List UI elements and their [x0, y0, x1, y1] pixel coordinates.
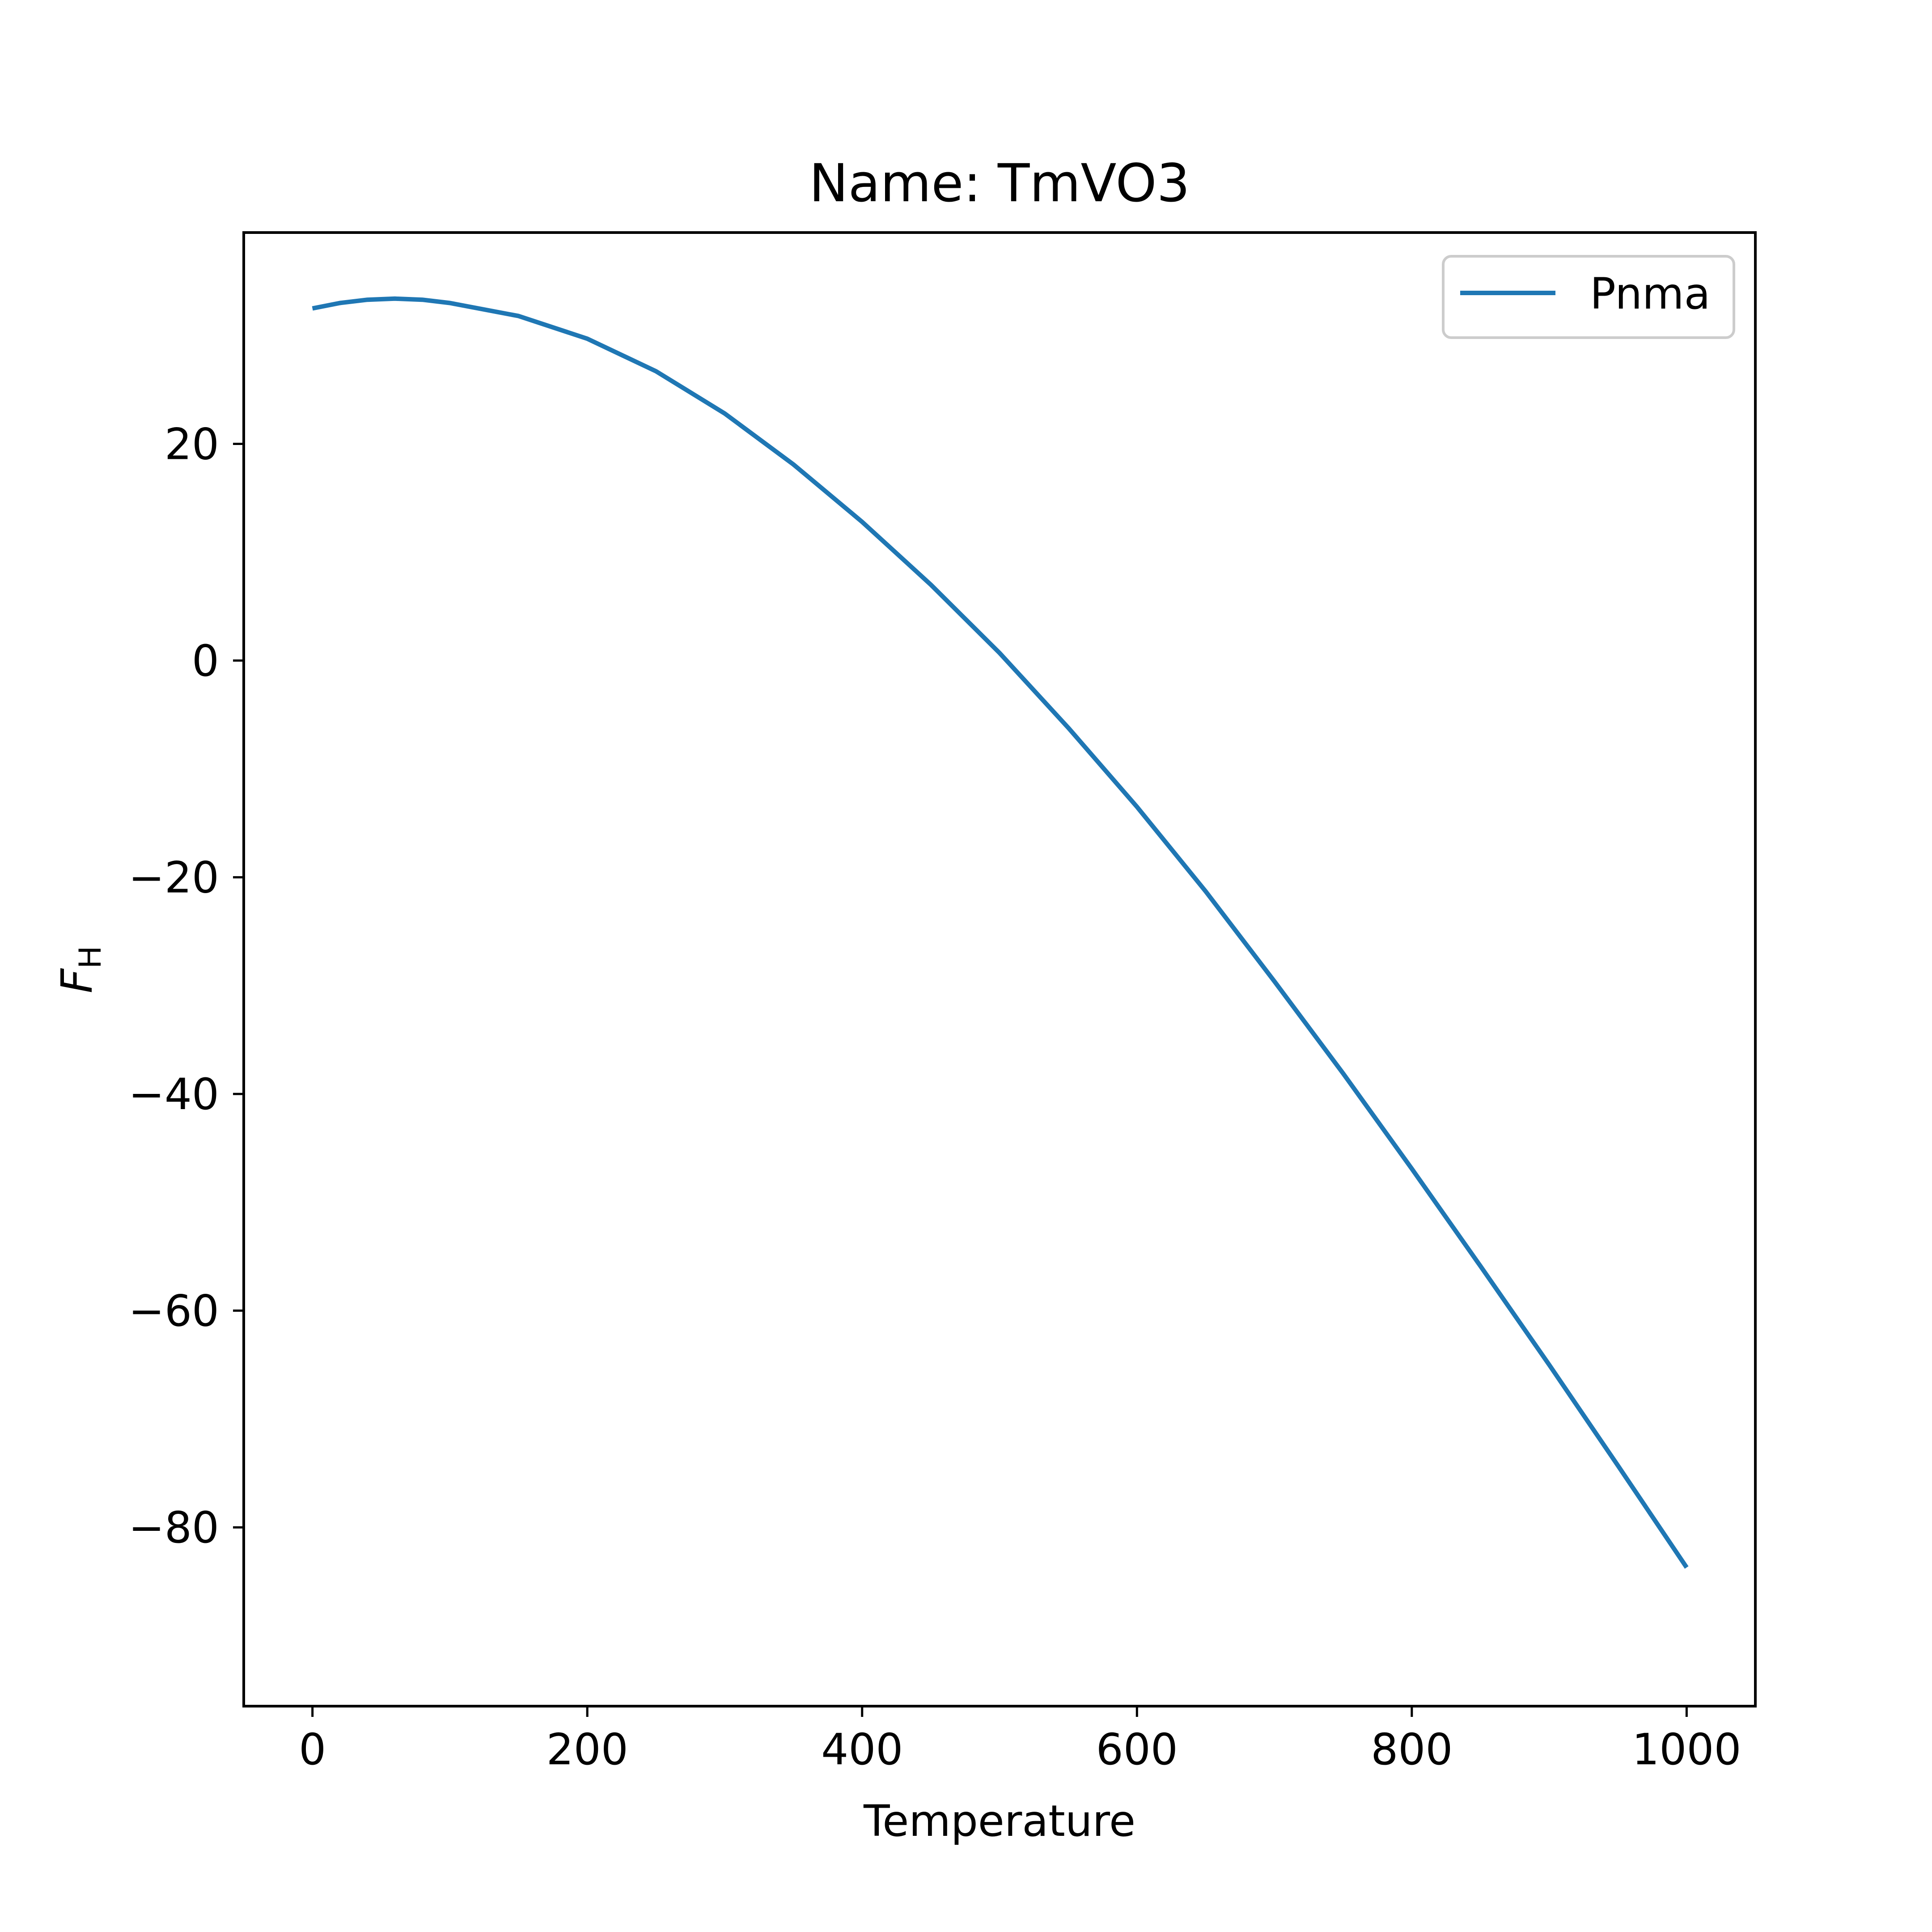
x-tick-label: 800 — [1371, 1724, 1453, 1775]
x-tick-label: 400 — [821, 1724, 903, 1775]
x-tick-label: 0 — [299, 1724, 326, 1775]
y-axis-label: FH — [52, 946, 108, 993]
y-axis-label-subscript: H — [73, 946, 108, 969]
y-tick-label: 0 — [192, 636, 219, 686]
y-tick-label: −20 — [128, 853, 219, 903]
x-axis-label: Temperature — [863, 1796, 1135, 1846]
y-tick-label: −80 — [128, 1503, 219, 1553]
axes-frame — [242, 231, 1757, 1707]
legend-box — [1442, 255, 1735, 339]
series-line-pnma — [312, 296, 1689, 1569]
x-tick-label: 600 — [1096, 1724, 1178, 1775]
svg-text:FH: FH — [52, 946, 108, 993]
y-tick-label: 20 — [165, 419, 219, 469]
legend-label-pnma: Pnma — [1590, 269, 1710, 319]
y-tick-label: −60 — [128, 1286, 219, 1336]
x-tick-label: 1000 — [1632, 1724, 1741, 1775]
plot-area: 0 200 400 600 800 1000 −80 −60 −40 −20 0 20 — [128, 231, 1757, 1775]
y-axis-label-main: F — [52, 968, 102, 993]
legend: Pnma — [1442, 255, 1735, 339]
tick-marks: 0 200 400 600 800 1000 −80 −60 −40 −20 0 20 — [128, 419, 1741, 1775]
series-lines — [312, 296, 1689, 1569]
chart-title: Name: TmVO3 — [809, 153, 1190, 214]
x-tick-label: 200 — [547, 1724, 628, 1775]
y-tick-label: −40 — [128, 1069, 219, 1119]
